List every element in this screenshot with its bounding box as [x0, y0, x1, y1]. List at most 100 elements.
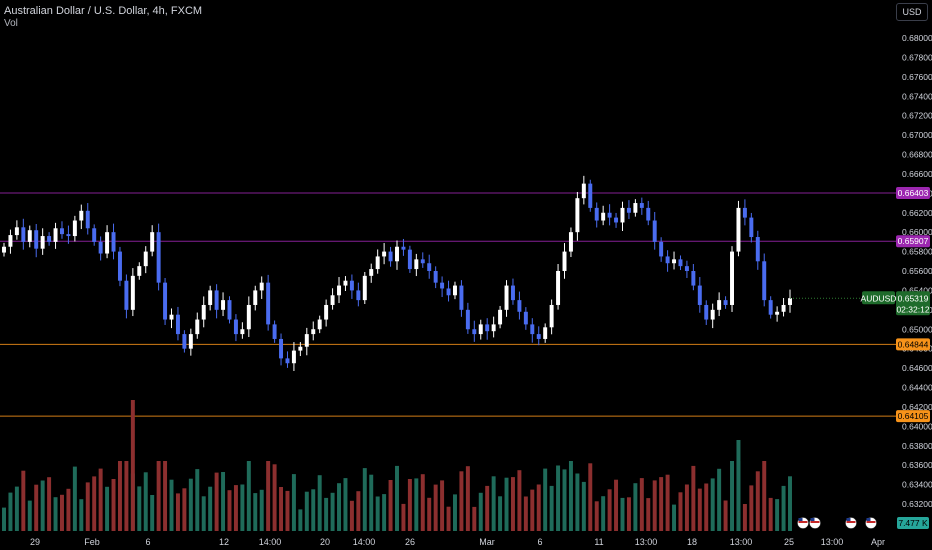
volume-bar: [530, 489, 535, 531]
candle-body: [72, 220, 77, 237]
candle-body: [395, 246, 399, 262]
volume-bar: [259, 489, 264, 531]
price-tick-label: 0.63200: [902, 499, 932, 509]
volume-bar: [60, 494, 64, 531]
volume-bar: [755, 471, 760, 531]
candle-body: [85, 210, 90, 229]
volume-bar: [130, 400, 135, 531]
candle-body: [208, 290, 213, 305]
volume-bar: [201, 496, 206, 531]
candle-body: [369, 269, 374, 276]
volume-indicator-label[interactable]: Vol: [4, 18, 18, 29]
volume-bar: [362, 468, 367, 531]
economic-event-flag-icon[interactable]: [809, 517, 821, 529]
price-tick-label: 0.64400: [902, 383, 932, 393]
candle-body: [233, 319, 238, 335]
price-tick-label: 0.67400: [902, 91, 932, 101]
time-tick-label: Feb: [84, 537, 100, 547]
candle-body: [188, 334, 193, 349]
candle-body: [678, 259, 683, 267]
candle-body: [8, 235, 13, 247]
economic-event-flag-icon[interactable]: [865, 517, 877, 529]
candle-body: [614, 217, 619, 223]
candle-body: [201, 304, 206, 320]
candle-body: [710, 309, 715, 320]
volume-bar: [678, 492, 683, 531]
volume-bar: [646, 498, 651, 531]
volume-bar: [672, 504, 677, 531]
volume-bar: [459, 471, 464, 531]
symbol-badge[interactable]: [862, 291, 895, 305]
candle-body: [324, 304, 329, 320]
time-tick-label: 14:00: [353, 537, 376, 547]
candle-body: [736, 207, 741, 252]
price-axis[interactable]: 0.68000 0.67800 0.67600 0.67400 0.67200 0.670…: [902, 33, 932, 509]
time-axis[interactable]: 29 Feb 6 12 14:00 20 14:00 26 Mar 6 11 13:00 18 13:00…: [30, 537, 885, 547]
volume-bar: [517, 470, 522, 531]
candle-body: [124, 280, 129, 310]
time-tick-label: Apr: [871, 537, 885, 547]
candle-body: [330, 295, 335, 305]
volume-bar: [375, 496, 380, 531]
symbol-label: AUDUSD: [861, 293, 897, 303]
candle-body: [362, 275, 367, 301]
candle-body: [633, 203, 638, 213]
volume-bar: [53, 497, 58, 531]
candle-body: [536, 334, 541, 339]
economic-event-flag-icon[interactable]: [845, 517, 857, 529]
volume-bar: [453, 494, 457, 531]
candle-body: [556, 271, 561, 305]
volume-bar: [266, 461, 271, 531]
candle-body: [291, 350, 296, 364]
volume-bar: [749, 485, 754, 531]
candle-body: [117, 251, 122, 281]
volume-bar: [498, 496, 503, 531]
volume-bar: [736, 440, 741, 531]
time-tick-label: 13:00: [635, 537, 658, 547]
candle-body: [279, 338, 284, 359]
candle-body: [143, 251, 148, 267]
volume-bar: [98, 468, 103, 531]
candle-body: [253, 290, 258, 305]
volume-bar: [510, 477, 515, 531]
price-tick-label: 0.67000: [902, 130, 932, 140]
volume-bar: [620, 497, 625, 531]
economic-event-flag-icon[interactable]: [797, 517, 809, 529]
price-tick-label: 0.65400: [902, 285, 932, 295]
volume-bar: [581, 481, 586, 531]
time-tick-label: 11: [594, 537, 603, 547]
volume-bar: [304, 491, 309, 531]
volume-bar: [536, 484, 541, 531]
volume-bar: [124, 461, 129, 531]
volume-bar: [111, 479, 116, 531]
volume-bar: [742, 504, 747, 531]
currency-button[interactable]: USD: [896, 3, 928, 21]
volume-bar: [768, 497, 773, 531]
volume-bar: [156, 461, 161, 531]
price-tick-label: 0.67200: [902, 111, 932, 121]
price-tick-label: 0.64200: [902, 402, 932, 412]
volume-bar: [208, 486, 213, 531]
volume-bar: [285, 490, 290, 531]
candle-body: [775, 311, 780, 315]
time-tick-label: 25: [784, 537, 794, 547]
volume-bar: [343, 478, 348, 531]
candle-body: [704, 304, 709, 320]
volume-bar: [491, 476, 496, 531]
candle-body: [517, 300, 522, 312]
candle-body: [427, 263, 432, 271]
candle-body: [221, 300, 226, 310]
candle-body: [723, 300, 728, 305]
volume-bar: [588, 463, 593, 531]
candle-body: [446, 288, 451, 296]
level-price-label: 0.64105: [898, 411, 929, 421]
volume-bar: [407, 479, 412, 531]
event-markers[interactable]: [797, 517, 877, 529]
horizontal-levels: [0, 192, 896, 417]
volume-bar: [317, 475, 322, 531]
volume-bar: [175, 493, 180, 531]
volume-bar: [47, 477, 52, 531]
candle-body: [53, 228, 58, 242]
volume-bar: [639, 478, 644, 531]
